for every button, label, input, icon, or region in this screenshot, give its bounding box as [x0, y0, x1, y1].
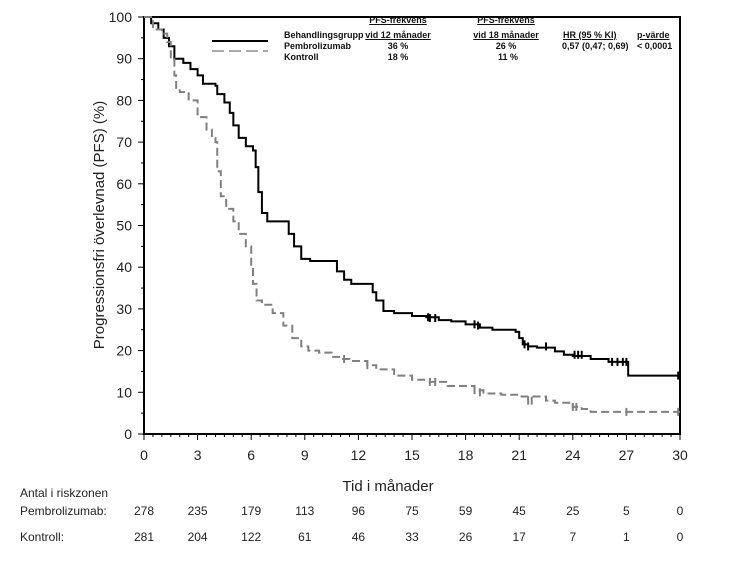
- x-tick-label: 24: [565, 447, 581, 463]
- risk-cell: 278: [133, 504, 155, 518]
- risk-cell: 45: [512, 504, 526, 518]
- y-tick-label: 90: [116, 51, 132, 67]
- series-group: [144, 16, 680, 416]
- y-tick-label: 60: [116, 176, 132, 192]
- risk-cell: 179: [241, 504, 262, 518]
- risk-cell: 17: [512, 530, 526, 544]
- x-tick-label: 9: [301, 447, 309, 463]
- x-tick-label: 30: [672, 447, 688, 463]
- y-tick-label: 10: [116, 384, 132, 400]
- x-tick-label: 21: [511, 447, 527, 463]
- risk-row-label-kontroll: Kontroll:: [20, 530, 65, 544]
- km-curve-kontroll: [144, 16, 680, 413]
- legend-row-pembrolizumab-name: Pembrolizumab: [284, 41, 352, 51]
- risk-table-title: Antal i riskzonen: [20, 486, 109, 500]
- x-tick-label: 27: [619, 447, 635, 463]
- risk-cell: 61: [298, 530, 312, 544]
- legend-header-pfs18-line1: PFS-frekvens: [477, 15, 535, 25]
- y-axis-label: Progressionsfri överlevnad (PFS) (%): [91, 101, 108, 349]
- legend-header-pfs18-line2: vid 18 månader: [473, 30, 539, 40]
- risk-cell: 0: [676, 530, 684, 544]
- legend-row-kontroll-name: Kontroll: [284, 52, 319, 62]
- risk-cell: 59: [458, 504, 473, 518]
- legend-swatches: [212, 40, 268, 52]
- x-axis-label: Tid i månader: [342, 478, 433, 495]
- y-tick-label: 100: [109, 9, 133, 25]
- risk-cell: 7: [569, 530, 577, 544]
- y-tick-label: 20: [116, 343, 132, 359]
- y-tick-label: 50: [116, 218, 132, 234]
- x-tick-label: 0: [140, 447, 148, 463]
- risk-cell: 25: [566, 504, 580, 518]
- legend-row-pembrolizumab-p: < 0,0001: [637, 41, 673, 51]
- risk-cell: 281: [133, 530, 155, 544]
- risk-cell: 122: [241, 530, 262, 544]
- x-tick-label: 12: [351, 447, 367, 463]
- risk-cell: 33: [405, 530, 419, 544]
- risk-cell: 46: [351, 530, 366, 544]
- risk-cell: 96: [351, 504, 366, 518]
- legend-header-hr: HR (95 % KI): [563, 30, 617, 40]
- risk-cell: 235: [187, 504, 208, 518]
- legend-row-pembrolizumab-pfs18: 26 %: [495, 41, 517, 51]
- plot-frame: [143, 16, 681, 435]
- y-tick-label: 30: [116, 301, 132, 317]
- legend-row-kontroll-pfs12: 18 %: [387, 52, 409, 62]
- risk-cell: 26: [458, 530, 473, 544]
- risk-cell: 204: [187, 530, 208, 544]
- legend-header-pfs12-line2: vid 12 månader: [365, 30, 431, 40]
- legend-header-group: Behandlingsgrupp: [284, 30, 364, 40]
- y-tick-label: 80: [116, 92, 132, 108]
- legend-header-p: p-värde: [637, 30, 670, 40]
- risk-cell: 5: [623, 504, 630, 518]
- axes: 0 10 20 30 40 50 60 70 80 90 100 0 3 6 9 12 15 18 21 24 27 30: [109, 9, 688, 463]
- y-tick-label: 40: [116, 259, 132, 275]
- risk-cell: 0: [676, 504, 684, 518]
- risk-row-label-pembrolizumab: Pembrolizumab:: [20, 504, 107, 518]
- x-tick-label: 15: [404, 447, 420, 463]
- x-tick-label: 18: [458, 447, 474, 463]
- x-tick-label: 6: [247, 447, 255, 463]
- risk-cell: 75: [405, 504, 419, 518]
- y-tick-label: 70: [116, 134, 132, 150]
- y-tick-label: 0: [124, 426, 132, 442]
- x-tick-label: 3: [194, 447, 202, 463]
- legend-row-pembrolizumab-hr: 0,57 (0,47; 0,69): [562, 41, 629, 51]
- legend-row-pembrolizumab-pfs12: 36 %: [387, 41, 409, 51]
- legend-header-pfs12-line1: PFS-frekvens: [369, 15, 427, 25]
- risk-cell: 113: [295, 504, 315, 518]
- risk-cell: 1: [623, 530, 630, 544]
- legend-row-kontroll-pfs18: 11 %: [497, 52, 519, 62]
